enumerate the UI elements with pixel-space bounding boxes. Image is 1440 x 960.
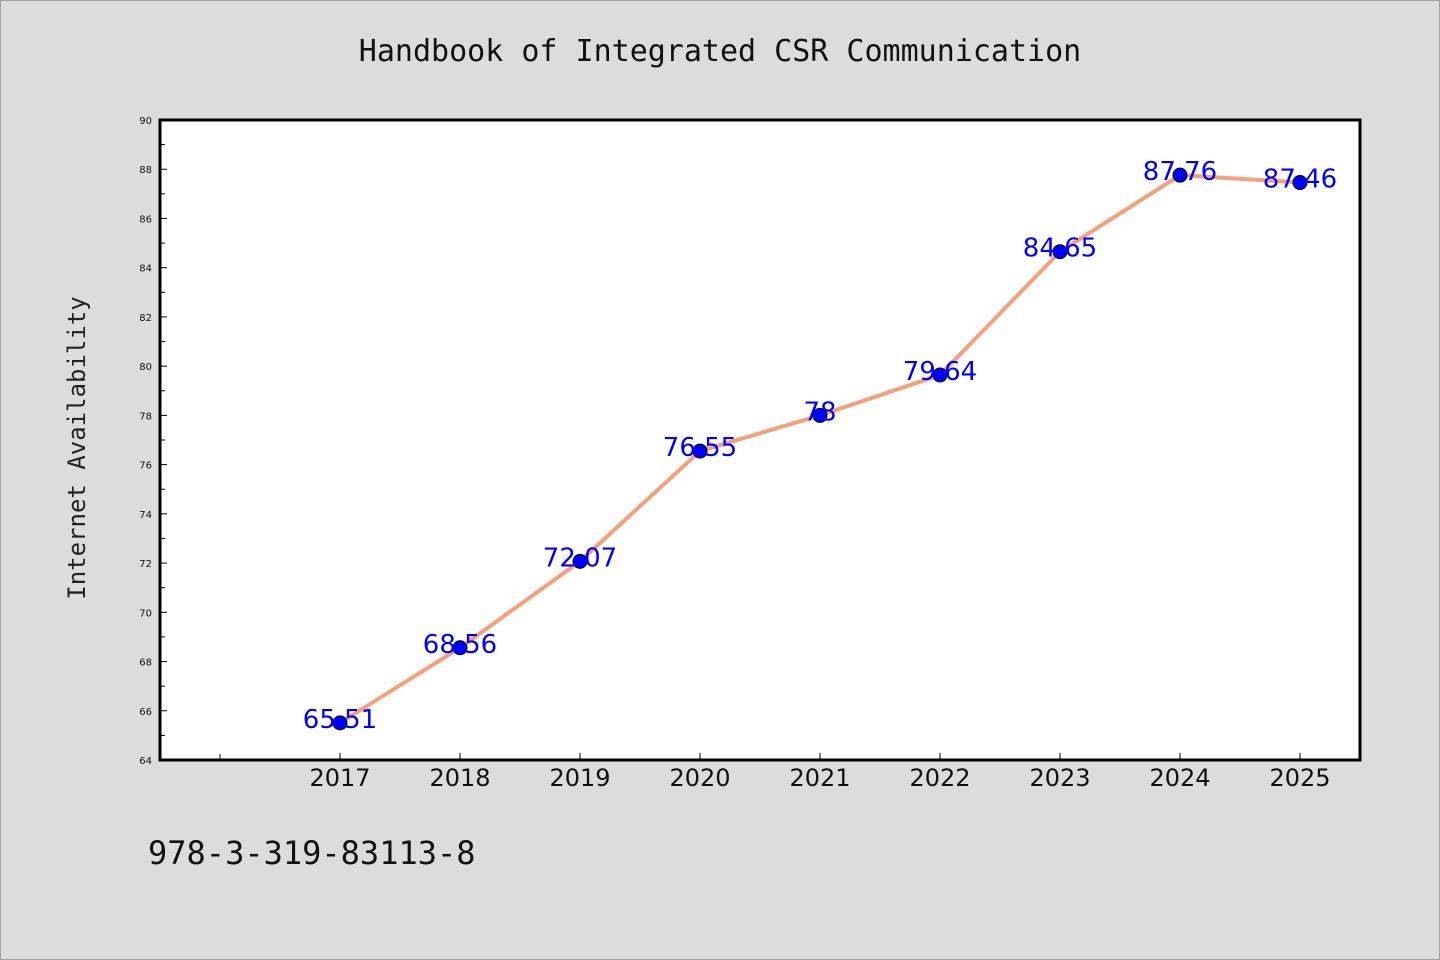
data-point [932,367,948,383]
data-label: 79.64 [903,357,977,387]
data-label: 78 [803,397,836,427]
x-tick-label: 2019 [549,764,610,792]
data-label: 76.55 [663,433,737,463]
y-tick-label: 70 [139,608,152,619]
data-label: 84.65 [1023,234,1097,264]
data-point [1172,167,1188,183]
data-point [692,443,708,459]
y-tick-label: 82 [139,313,152,324]
x-tick-label: 2020 [669,764,730,792]
data-point [332,715,348,731]
x-tick-label: 2025 [1269,764,1330,792]
y-tick-label: 74 [139,510,152,521]
series-group: 65.51 68.56 72.07 76.55 78 79.64 84.65 87.76 87.… [303,157,1337,735]
x-tick-label: 2017 [309,764,370,792]
y-tick-label: 64 [139,756,152,767]
y-tick-label: 76 [139,461,152,472]
x-tick-label: 2024 [1149,764,1210,792]
data-point [812,407,828,423]
data-label: 87.46 [1263,165,1337,195]
x-axis: 2017 2018 2019 2020 2021 2022 2023 2024 2025 [219,753,1331,792]
isbn-text: 978-3-319-83113-8 [148,834,476,872]
y-tick-label: 78 [139,411,152,422]
y-tick-label: 84 [139,264,152,275]
x-tick-label: 2021 [789,764,850,792]
x-tick-label: 2022 [909,764,970,792]
data-point [572,553,588,569]
y-axis: 64 66 68 70 72 74 76 78 80 82 84 86 88 90 [139,116,167,767]
x-tick-label: 2023 [1029,764,1090,792]
plot-area [158,118,1362,762]
y-tick-label: 90 [139,116,152,127]
y-tick-label: 68 [139,658,152,669]
data-label: 68.56 [423,630,497,660]
y-tick-label: 88 [139,165,152,176]
data-label: 65.51 [303,705,377,735]
data-point [452,640,468,656]
y-tick-label: 66 [139,707,152,718]
data-label: 72.07 [543,543,617,573]
y-axis-label: Internet Availability [63,296,91,599]
x-tick-label: 2018 [429,764,490,792]
data-point [1292,175,1308,191]
y-tick-label: 86 [139,214,152,225]
data-point [1052,244,1068,260]
y-tick-label: 80 [139,362,152,373]
data-label: 87.76 [1143,157,1217,187]
y-tick-label: 72 [139,559,152,570]
page-title: Handbook of Integrated CSR Communication [358,34,1082,69]
